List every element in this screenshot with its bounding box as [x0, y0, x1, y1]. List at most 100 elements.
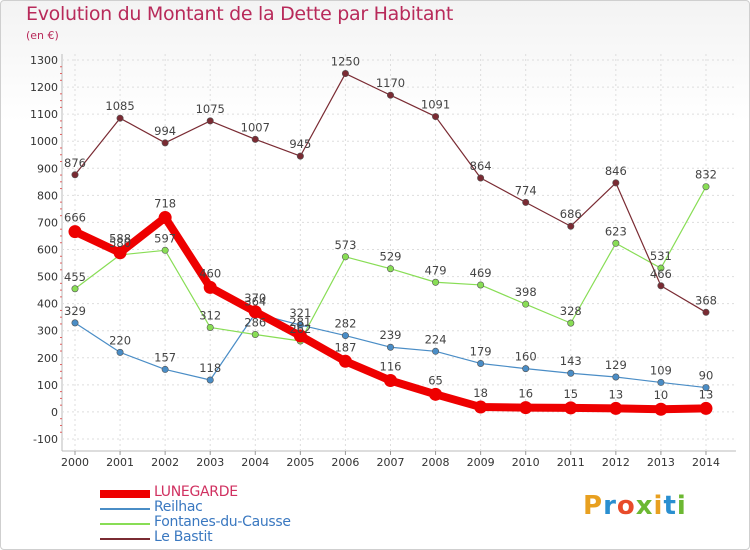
data-point-reilhac [612, 373, 620, 381]
logo-letter: r [603, 491, 617, 521]
x-tick-label: 2005 [286, 456, 314, 469]
chart-title: Evolution du Montant de la Dette par Hab… [26, 3, 454, 25]
data-label-le-bastit: 846 [605, 164, 627, 178]
y-tick-label: 1000 [30, 135, 58, 148]
data-point-reilhac [522, 365, 530, 373]
x-tick-label: 2013 [647, 456, 675, 469]
logo-letter: P [583, 491, 604, 521]
data-label-le-bastit: 1250 [331, 55, 360, 69]
data-point-fontanes-du-causse [386, 265, 394, 273]
data-label-le-bastit: 1091 [421, 98, 450, 112]
x-tick-label: 2010 [512, 456, 540, 469]
data-label-lunegarde: 460 [199, 266, 221, 280]
legend-label: Reilhac [154, 499, 203, 515]
data-label-le-bastit: 686 [560, 207, 582, 221]
data-label-le-bastit: 1007 [241, 120, 270, 134]
data-point-fontanes-du-causse [206, 323, 214, 331]
data-point-lunegarde [113, 246, 127, 260]
data-label-reilhac: 157 [154, 350, 176, 364]
data-label-le-bastit: 368 [695, 293, 717, 307]
data-point-lunegarde [654, 402, 668, 416]
data-label-fontanes-du-causse: 328 [560, 304, 582, 318]
data-label-reilhac: 143 [560, 354, 582, 368]
data-point-fontanes-du-causse [567, 319, 575, 327]
x-tick-label: 2006 [331, 456, 359, 469]
data-label-lunegarde: 187 [334, 340, 356, 354]
data-point-reilhac [432, 347, 440, 355]
data-label-le-bastit: 876 [64, 156, 86, 170]
y-tick-label: 100 [37, 379, 58, 392]
data-label-fontanes-du-causse: 398 [515, 285, 537, 299]
data-label-fontanes-du-causse: 573 [334, 238, 356, 252]
data-label-reilhac: 329 [64, 304, 86, 318]
data-label-reilhac: 179 [470, 344, 492, 358]
legend-swatch [100, 538, 150, 540]
line-chart: -100 0 100 200 300 400 500 600 700 800 900 1000 1100… [30, 54, 736, 469]
data-label-reilhac: 90 [699, 369, 714, 383]
data-point-lunegarde [203, 280, 217, 294]
data-point-lunegarde [564, 401, 578, 415]
data-point-reilhac [657, 378, 665, 386]
data-point-le-bastit [567, 222, 575, 230]
data-label-reilhac: 118 [199, 361, 221, 375]
y-tick-label: 800 [37, 189, 58, 202]
data-point-fontanes-du-causse [657, 264, 665, 272]
data-label-reilhac: 220 [109, 333, 131, 347]
data-point-fontanes-du-causse [477, 281, 485, 289]
data-label-lunegarde: 588 [109, 232, 131, 246]
x-tick-label: 2001 [106, 456, 134, 469]
data-point-reilhac [341, 332, 349, 340]
data-point-reilhac [386, 343, 394, 351]
data-label-lunegarde: 13 [699, 387, 714, 401]
data-label-reilhac: 160 [515, 350, 537, 364]
data-label-reilhac: 282 [334, 317, 356, 331]
logo-letter: o [616, 491, 636, 521]
data-point-lunegarde [609, 401, 623, 415]
data-label-fontanes-du-causse: 623 [605, 224, 627, 238]
data-label-lunegarde: 15 [563, 387, 578, 401]
logo-letter: t [663, 491, 677, 521]
data-point-lunegarde [158, 211, 172, 225]
data-label-lunegarde: 13 [609, 387, 624, 401]
data-label-le-bastit: 945 [289, 137, 311, 151]
data-point-lunegarde [519, 401, 533, 415]
data-point-fontanes-du-causse [432, 278, 440, 286]
data-label-fontanes-du-causse: 262 [289, 322, 311, 336]
data-label-lunegarde: 10 [654, 388, 669, 402]
data-label-lunegarde: 281 [289, 315, 311, 329]
logo-letter: i [676, 491, 687, 521]
y-tick-label: 1300 [30, 54, 58, 67]
legend-swatch [100, 490, 150, 498]
data-point-lunegarde [68, 225, 82, 239]
data-point-fontanes-du-causse [71, 285, 79, 293]
data-label-lunegarde: 666 [64, 211, 86, 225]
x-tick-label: 2000 [61, 456, 89, 469]
data-label-fontanes-du-causse: 479 [425, 263, 447, 277]
data-label-reilhac: 129 [605, 358, 627, 372]
data-label-le-bastit: 1075 [196, 102, 225, 116]
data-label-fontanes-du-causse: 580 [109, 236, 131, 250]
data-label-fontanes-du-causse: 597 [154, 231, 176, 245]
y-tick-label: 500 [37, 271, 58, 284]
data-point-lunegarde [293, 329, 307, 343]
data-point-reilhac [161, 365, 169, 373]
data-label-reilhac: 364 [244, 294, 266, 308]
y-tick-label: 0 [51, 406, 58, 419]
legend-swatch [100, 508, 150, 510]
data-label-reilhac: 239 [380, 328, 402, 342]
data-point-le-bastit [116, 114, 124, 122]
data-label-le-bastit: 864 [470, 159, 492, 173]
data-label-le-bastit: 774 [515, 183, 537, 197]
data-point-reilhac [296, 321, 304, 329]
data-point-le-bastit [477, 174, 485, 182]
data-point-fontanes-du-causse [251, 331, 259, 339]
legend-label: Le Bastit [154, 529, 213, 545]
data-label-fontanes-du-causse: 286 [244, 316, 266, 330]
data-label-le-bastit: 1085 [105, 99, 134, 113]
data-label-reilhac: 224 [425, 332, 447, 346]
data-label-lunegarde: 370 [244, 291, 266, 305]
legend-label: Fontanes-du-Causse [154, 514, 291, 530]
data-point-reilhac [206, 376, 214, 384]
y-tick-label: 1100 [30, 108, 58, 121]
